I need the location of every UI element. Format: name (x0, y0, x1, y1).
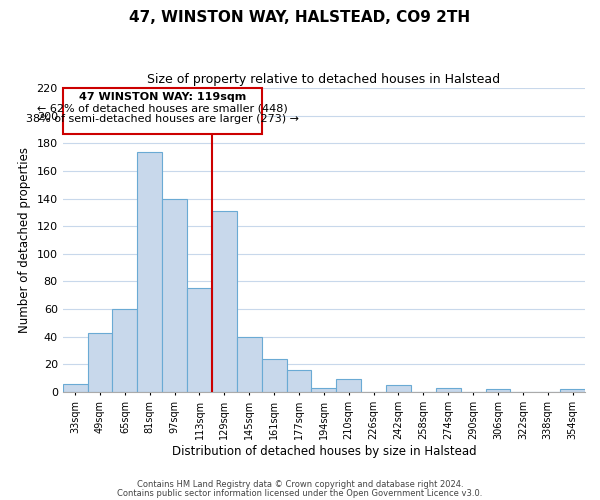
Bar (436, 388, 461, 392)
Bar (162, 198, 187, 392)
FancyBboxPatch shape (63, 88, 262, 134)
Text: 47 WINSTON WAY: 119sqm: 47 WINSTON WAY: 119sqm (79, 92, 246, 102)
Bar (287, 370, 311, 392)
Bar (485, 389, 511, 392)
Y-axis label: Number of detached properties: Number of detached properties (18, 147, 31, 333)
Bar (88, 332, 112, 392)
Bar (262, 359, 287, 392)
Bar (137, 152, 162, 392)
Bar (386, 385, 411, 392)
Bar (187, 288, 212, 392)
Bar (311, 388, 336, 392)
Text: 47, WINSTON WAY, HALSTEAD, CO9 2TH: 47, WINSTON WAY, HALSTEAD, CO9 2TH (130, 10, 470, 25)
Bar (212, 211, 237, 392)
Bar (336, 380, 361, 392)
Text: Contains HM Land Registry data © Crown copyright and database right 2024.: Contains HM Land Registry data © Crown c… (137, 480, 463, 489)
X-axis label: Distribution of detached houses by size in Halstead: Distribution of detached houses by size … (172, 444, 476, 458)
Bar (560, 389, 585, 392)
Text: 38% of semi-detached houses are larger (273) →: 38% of semi-detached houses are larger (… (26, 114, 299, 124)
Text: Contains public sector information licensed under the Open Government Licence v3: Contains public sector information licen… (118, 488, 482, 498)
Bar (63, 384, 88, 392)
Text: ← 62% of detached houses are smaller (448): ← 62% of detached houses are smaller (44… (37, 103, 288, 113)
Title: Size of property relative to detached houses in Halstead: Size of property relative to detached ho… (147, 72, 500, 86)
Bar (237, 336, 262, 392)
Bar (112, 309, 137, 392)
